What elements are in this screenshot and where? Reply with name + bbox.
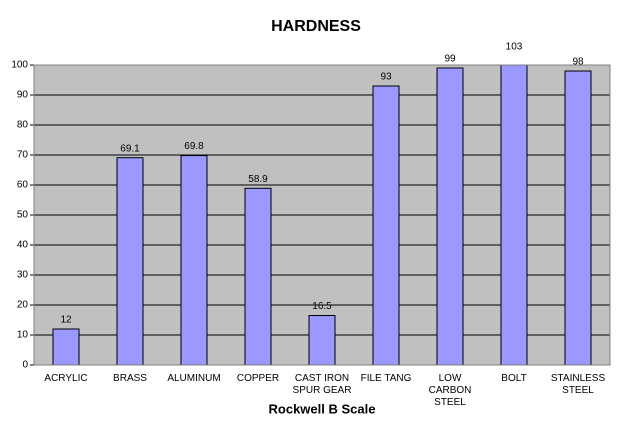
x-axis-title: Rockwell B Scale (269, 401, 376, 416)
x-tick-label: ACRYLIC (44, 373, 88, 384)
data-label: 93 (380, 72, 392, 83)
bar (308, 315, 336, 365)
bar (116, 157, 144, 365)
data-label: 98 (572, 57, 584, 68)
x-tick-label: CAST IRON SPUR GEAR (292, 373, 352, 396)
y-tick-label: 80 (17, 120, 29, 131)
y-tick-label: 30 (17, 270, 29, 281)
data-label: 69.1 (120, 143, 140, 154)
x-tick-label: BRASS (113, 373, 147, 384)
bar (244, 187, 272, 365)
y-tick-label: 70 (17, 150, 29, 161)
y-tick-label: 0 (22, 360, 28, 371)
data-label: 69.8 (184, 141, 204, 152)
y-tick-label: 40 (17, 240, 29, 251)
data-label: 12 (60, 315, 72, 326)
x-tick-label: STAINLESS STEEL (550, 373, 606, 396)
x-tick-label: ALUMINUM (167, 373, 221, 384)
y-tick-label: 60 (17, 180, 29, 191)
x-tick-label: BOLT (501, 373, 527, 384)
y-tick-label: 90 (17, 90, 29, 101)
y-tick-label: 100 (11, 60, 28, 71)
y-tick-label: 10 (17, 330, 29, 341)
y-tick-label: 50 (17, 210, 29, 221)
x-tick-label: COPPER (236, 373, 280, 384)
x-tick-label: FILE TANG (360, 373, 412, 384)
bar (372, 85, 400, 365)
plot-border (33, 64, 611, 366)
bar (180, 155, 208, 365)
data-label: 99 (444, 54, 456, 65)
bar (564, 70, 592, 365)
data-label: 16.5 (312, 301, 332, 312)
bar (436, 67, 464, 365)
data-label: 103 (506, 42, 523, 53)
data-label: 58.9 (248, 174, 268, 185)
bar (500, 65, 528, 365)
chart-title: HARDNESS (271, 18, 361, 35)
bar (52, 328, 80, 365)
x-tick-label: LOW CARBON STEEL (428, 373, 472, 408)
y-tick-label: 20 (17, 300, 29, 311)
